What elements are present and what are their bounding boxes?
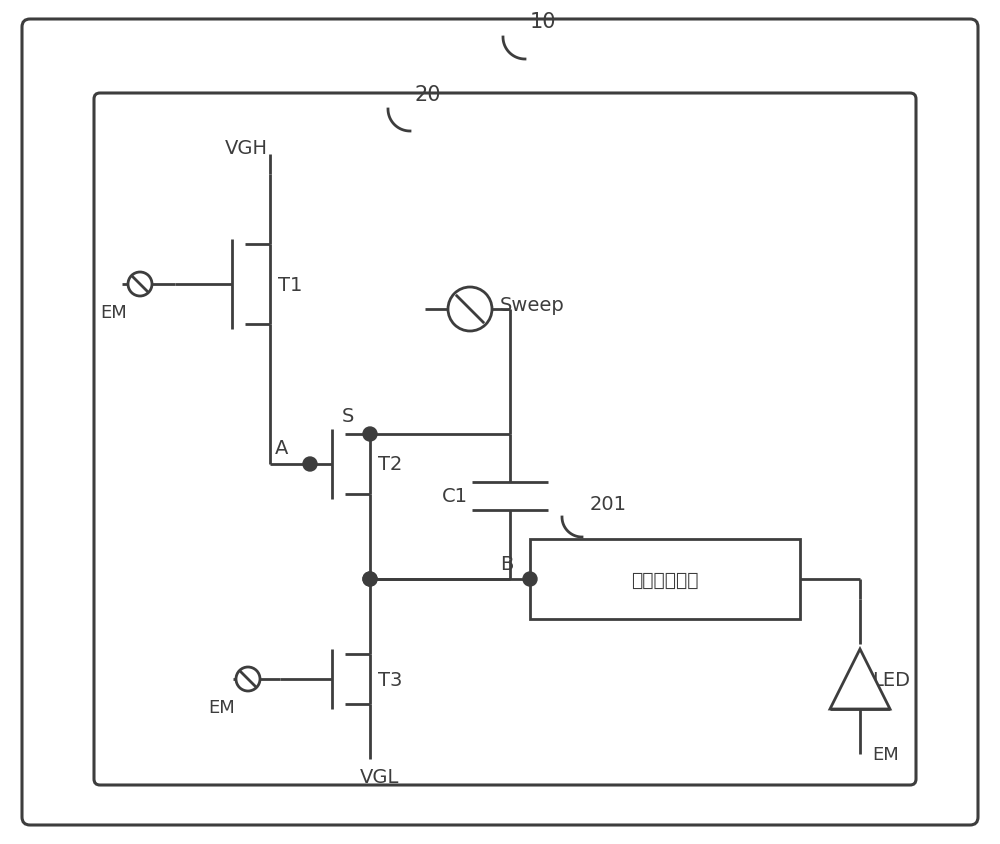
Circle shape: [363, 572, 377, 587]
Text: B: B: [500, 554, 513, 573]
Text: 20: 20: [415, 85, 442, 105]
Circle shape: [363, 572, 377, 587]
Text: EM: EM: [100, 304, 127, 322]
Bar: [530, 539, 800, 619]
Text: 10: 10: [530, 12, 556, 32]
FancyBboxPatch shape: [22, 20, 978, 825]
Text: 201: 201: [590, 495, 627, 514]
Text: LED: LED: [872, 669, 910, 689]
Text: A: A: [275, 439, 288, 458]
Text: EM: EM: [872, 745, 899, 763]
Circle shape: [523, 572, 537, 587]
Polygon shape: [830, 649, 890, 709]
Text: EM: EM: [208, 698, 235, 717]
Circle shape: [363, 428, 377, 441]
Text: T2: T2: [378, 455, 402, 474]
Text: VGL: VGL: [360, 767, 399, 787]
Text: S: S: [342, 407, 354, 426]
Text: Sweep: Sweep: [500, 295, 565, 314]
Text: VGH: VGH: [225, 138, 268, 157]
Text: T3: T3: [378, 669, 402, 689]
Text: T1: T1: [278, 275, 302, 295]
Text: 发光控制电路: 发光控制电路: [631, 570, 699, 589]
Circle shape: [303, 457, 317, 472]
Text: C1: C1: [442, 487, 468, 506]
FancyBboxPatch shape: [94, 94, 916, 785]
